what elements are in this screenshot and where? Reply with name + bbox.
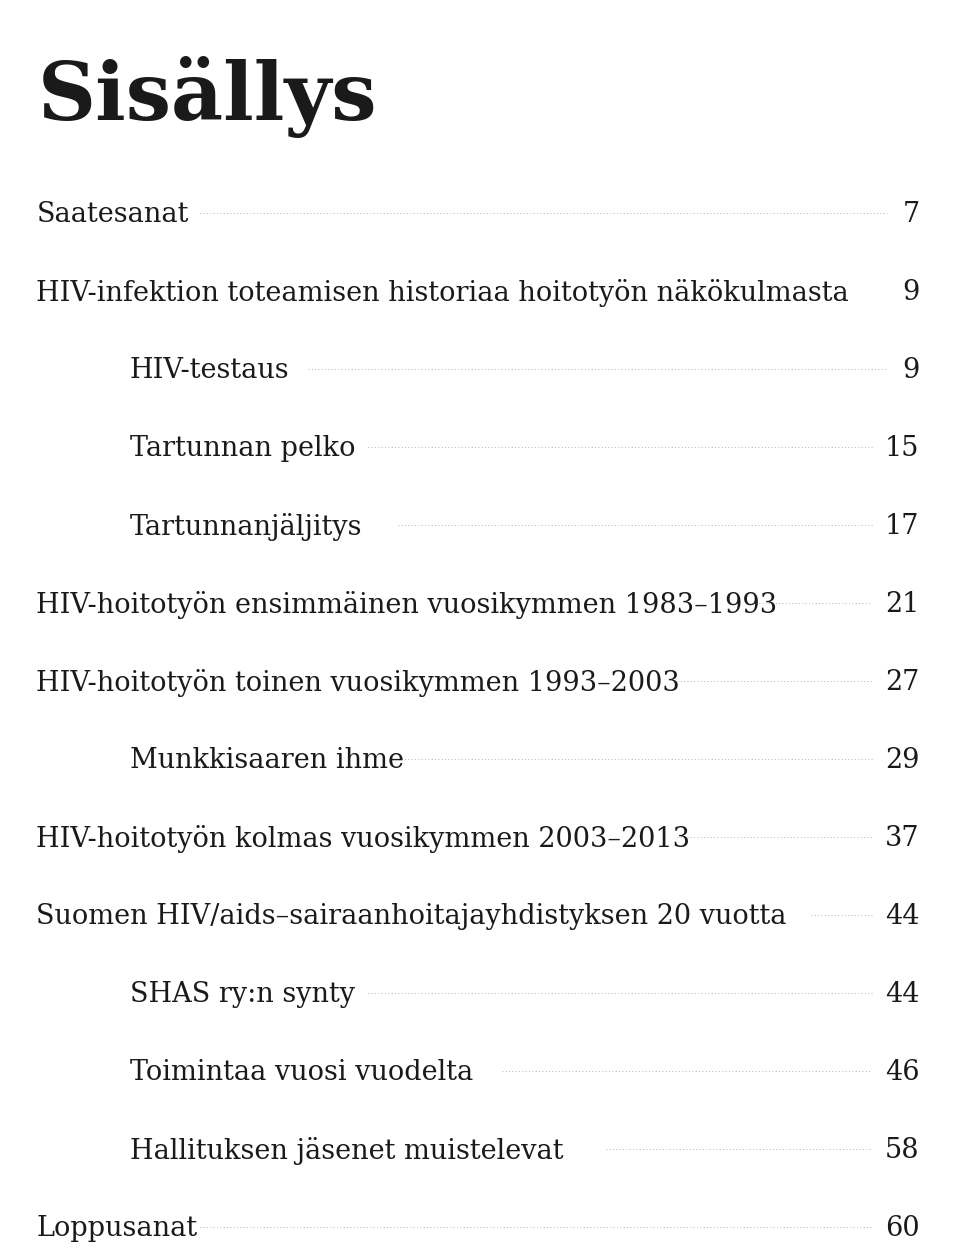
- Text: 17: 17: [885, 512, 920, 540]
- Text: 58: 58: [885, 1137, 920, 1164]
- Text: 9: 9: [902, 279, 920, 306]
- Text: Saatesanat: Saatesanat: [36, 201, 189, 229]
- Text: Tartunnanjäljitys: Tartunnanjäljitys: [130, 512, 362, 541]
- Text: 44: 44: [885, 981, 920, 1009]
- Text: Suomen HIV/aids–sairaanhoitajayhdistyksen 20 vuotta: Suomen HIV/aids–sairaanhoitajayhdistykse…: [36, 903, 787, 929]
- Text: 15: 15: [885, 435, 920, 462]
- Text: HIV-testaus: HIV-testaus: [130, 357, 289, 384]
- Text: 21: 21: [885, 592, 920, 618]
- Text: 27: 27: [885, 669, 920, 696]
- Text: 60: 60: [885, 1215, 920, 1242]
- Text: Hallituksen jäsenet muistelevat: Hallituksen jäsenet muistelevat: [130, 1137, 564, 1166]
- Text: Munkkisaaren ihme: Munkkisaaren ihme: [130, 747, 403, 774]
- Text: Tartunnan pelko: Tartunnan pelko: [130, 435, 355, 462]
- Text: 29: 29: [885, 747, 920, 774]
- Text: HIV-hoitotyön kolmas vuosikymmen 2003–2013: HIV-hoitotyön kolmas vuosikymmen 2003–20…: [36, 825, 690, 853]
- Text: 37: 37: [885, 825, 920, 852]
- Text: 9: 9: [902, 357, 920, 384]
- Text: Loppusanat: Loppusanat: [36, 1215, 198, 1242]
- Text: 44: 44: [885, 903, 920, 929]
- Text: 46: 46: [885, 1059, 920, 1086]
- Text: Toimintaa vuosi vuodelta: Toimintaa vuosi vuodelta: [130, 1059, 473, 1086]
- Text: HIV-hoitotyön ensimmäinen vuosikymmen 1983–1993: HIV-hoitotyön ensimmäinen vuosikymmen 19…: [36, 592, 778, 619]
- Text: HIV-infektion toteamisen historiaa hoitotyön näkökulmasta: HIV-infektion toteamisen historiaa hoito…: [36, 279, 850, 306]
- Text: HIV-hoitotyön toinen vuosikymmen 1993–2003: HIV-hoitotyön toinen vuosikymmen 1993–20…: [36, 669, 681, 697]
- Text: SHAS ry:n synty: SHAS ry:n synty: [130, 981, 354, 1009]
- Text: 7: 7: [902, 201, 920, 229]
- Text: Sisällys: Sisällys: [38, 57, 377, 138]
